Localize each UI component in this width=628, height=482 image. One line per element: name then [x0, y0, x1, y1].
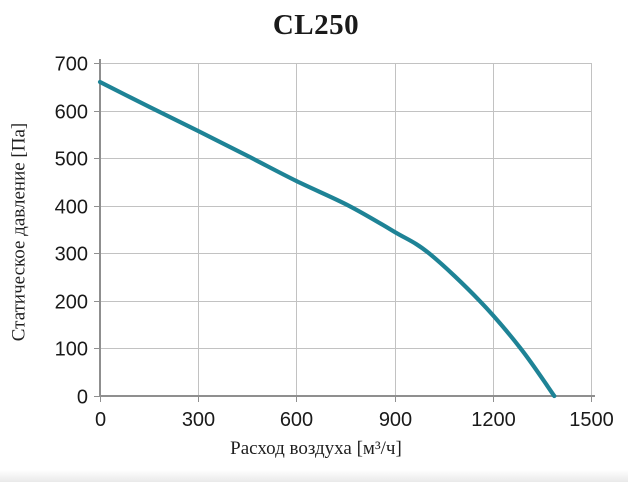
- y-tick-label: 100: [55, 339, 88, 361]
- x-tick-label: 600: [280, 409, 313, 431]
- y-tick-label: 300: [55, 244, 88, 266]
- x-tick-label: 1200: [471, 409, 516, 431]
- y-tick-label: 400: [55, 197, 88, 219]
- bottom-strip: [0, 470, 628, 482]
- chart-title: CL250: [272, 9, 360, 41]
- tick-marks: [94, 62, 593, 402]
- series-curves: [97, 79, 557, 399]
- tick-labels: 0 100 200 300 400 500 600 700 0 300 600 900 1200 1500: [55, 54, 614, 432]
- axes: [99, 59, 595, 397]
- x-tick-label: 300: [182, 409, 215, 431]
- x-tick-label: 0: [95, 409, 106, 431]
- y-tick-label: 600: [55, 102, 88, 124]
- x-axis-label: Расход воздуха [м³/ч]: [230, 438, 402, 459]
- fan-performance-curve: [97, 79, 557, 399]
- y-tick-label: 200: [55, 292, 88, 314]
- y-tick-label: 700: [55, 54, 88, 76]
- gridlines: [100, 63, 592, 397]
- y-tick-label: 500: [55, 149, 88, 171]
- x-tick-label: 1500: [569, 409, 614, 431]
- x-tick-label: 900: [379, 409, 412, 431]
- y-tick-label: 0: [77, 387, 88, 409]
